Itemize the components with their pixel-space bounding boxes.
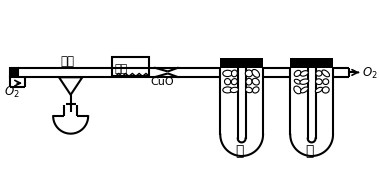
Ellipse shape	[300, 79, 309, 84]
Ellipse shape	[246, 87, 252, 93]
Ellipse shape	[252, 69, 260, 77]
Text: $O_2$: $O_2$	[362, 66, 378, 81]
Ellipse shape	[223, 87, 232, 93]
Ellipse shape	[231, 79, 237, 85]
Ellipse shape	[301, 71, 308, 76]
Bar	[312, 58, 333, 68]
Text: 高温: 高温	[114, 64, 128, 74]
Ellipse shape	[223, 70, 232, 77]
Text: 样品: 样品	[60, 55, 74, 68]
Bar	[10, 68, 18, 77]
Ellipse shape	[245, 70, 253, 77]
Ellipse shape	[224, 79, 231, 85]
Ellipse shape	[230, 87, 238, 93]
Ellipse shape	[322, 87, 329, 93]
Text: 乙: 乙	[305, 144, 313, 158]
Bar	[220, 58, 242, 68]
Ellipse shape	[252, 87, 259, 93]
Ellipse shape	[322, 70, 329, 77]
Ellipse shape	[246, 78, 252, 85]
Text: $O_2$: $O_2$	[4, 85, 19, 100]
Ellipse shape	[315, 87, 323, 93]
Text: 甲: 甲	[235, 144, 243, 158]
Ellipse shape	[232, 70, 237, 77]
Ellipse shape	[301, 87, 308, 93]
Polygon shape	[59, 77, 82, 95]
Bar	[113, 57, 149, 76]
Ellipse shape	[294, 79, 301, 84]
Bar	[290, 58, 312, 68]
Text: CuO: CuO	[150, 77, 174, 87]
Ellipse shape	[323, 79, 329, 85]
Bar	[242, 58, 263, 68]
Ellipse shape	[252, 78, 259, 85]
Ellipse shape	[316, 79, 322, 85]
Ellipse shape	[294, 86, 301, 94]
Ellipse shape	[294, 70, 301, 76]
Ellipse shape	[316, 71, 322, 76]
